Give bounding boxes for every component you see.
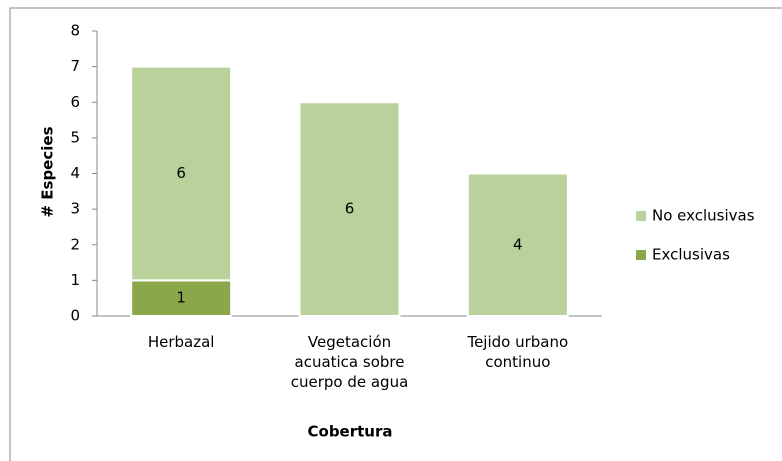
y-tick-label: 7 <box>70 57 80 75</box>
x-tick-label: Vegetación acuatica sobre cuerpo de agua <box>290 333 409 391</box>
legend-label: No exclusivas <box>652 207 755 225</box>
y-tick-label: 8 <box>70 22 80 40</box>
y-axis-label: # Especies <box>39 126 57 217</box>
bar-segment <box>130 65 233 282</box>
x-tick-label: Herbazal <box>147 333 215 351</box>
value-label: 4 <box>513 235 523 253</box>
y-tick-label: 0 <box>70 307 80 325</box>
y-tick-label: 2 <box>70 235 80 253</box>
y-tick-label: 4 <box>70 164 80 182</box>
bar-segment <box>298 101 401 317</box>
legend-swatch <box>636 211 646 221</box>
value-label: 6 <box>176 164 186 182</box>
x-tick-label: Tejido urbano continuo <box>467 333 569 371</box>
y-tick-label: 1 <box>70 271 80 289</box>
y-tick-label: 5 <box>70 128 80 146</box>
bar-segment <box>466 172 569 317</box>
value-label: 6 <box>345 200 355 218</box>
y-tick-label: 3 <box>70 200 80 218</box>
y-tick-label: 6 <box>70 93 80 111</box>
x-axis-label: Cobertura <box>308 423 393 441</box>
frame <box>9 7 782 461</box>
legend-label: Exclusivas <box>652 246 730 264</box>
legend-swatch <box>636 250 646 260</box>
value-label: 1 <box>176 289 186 307</box>
